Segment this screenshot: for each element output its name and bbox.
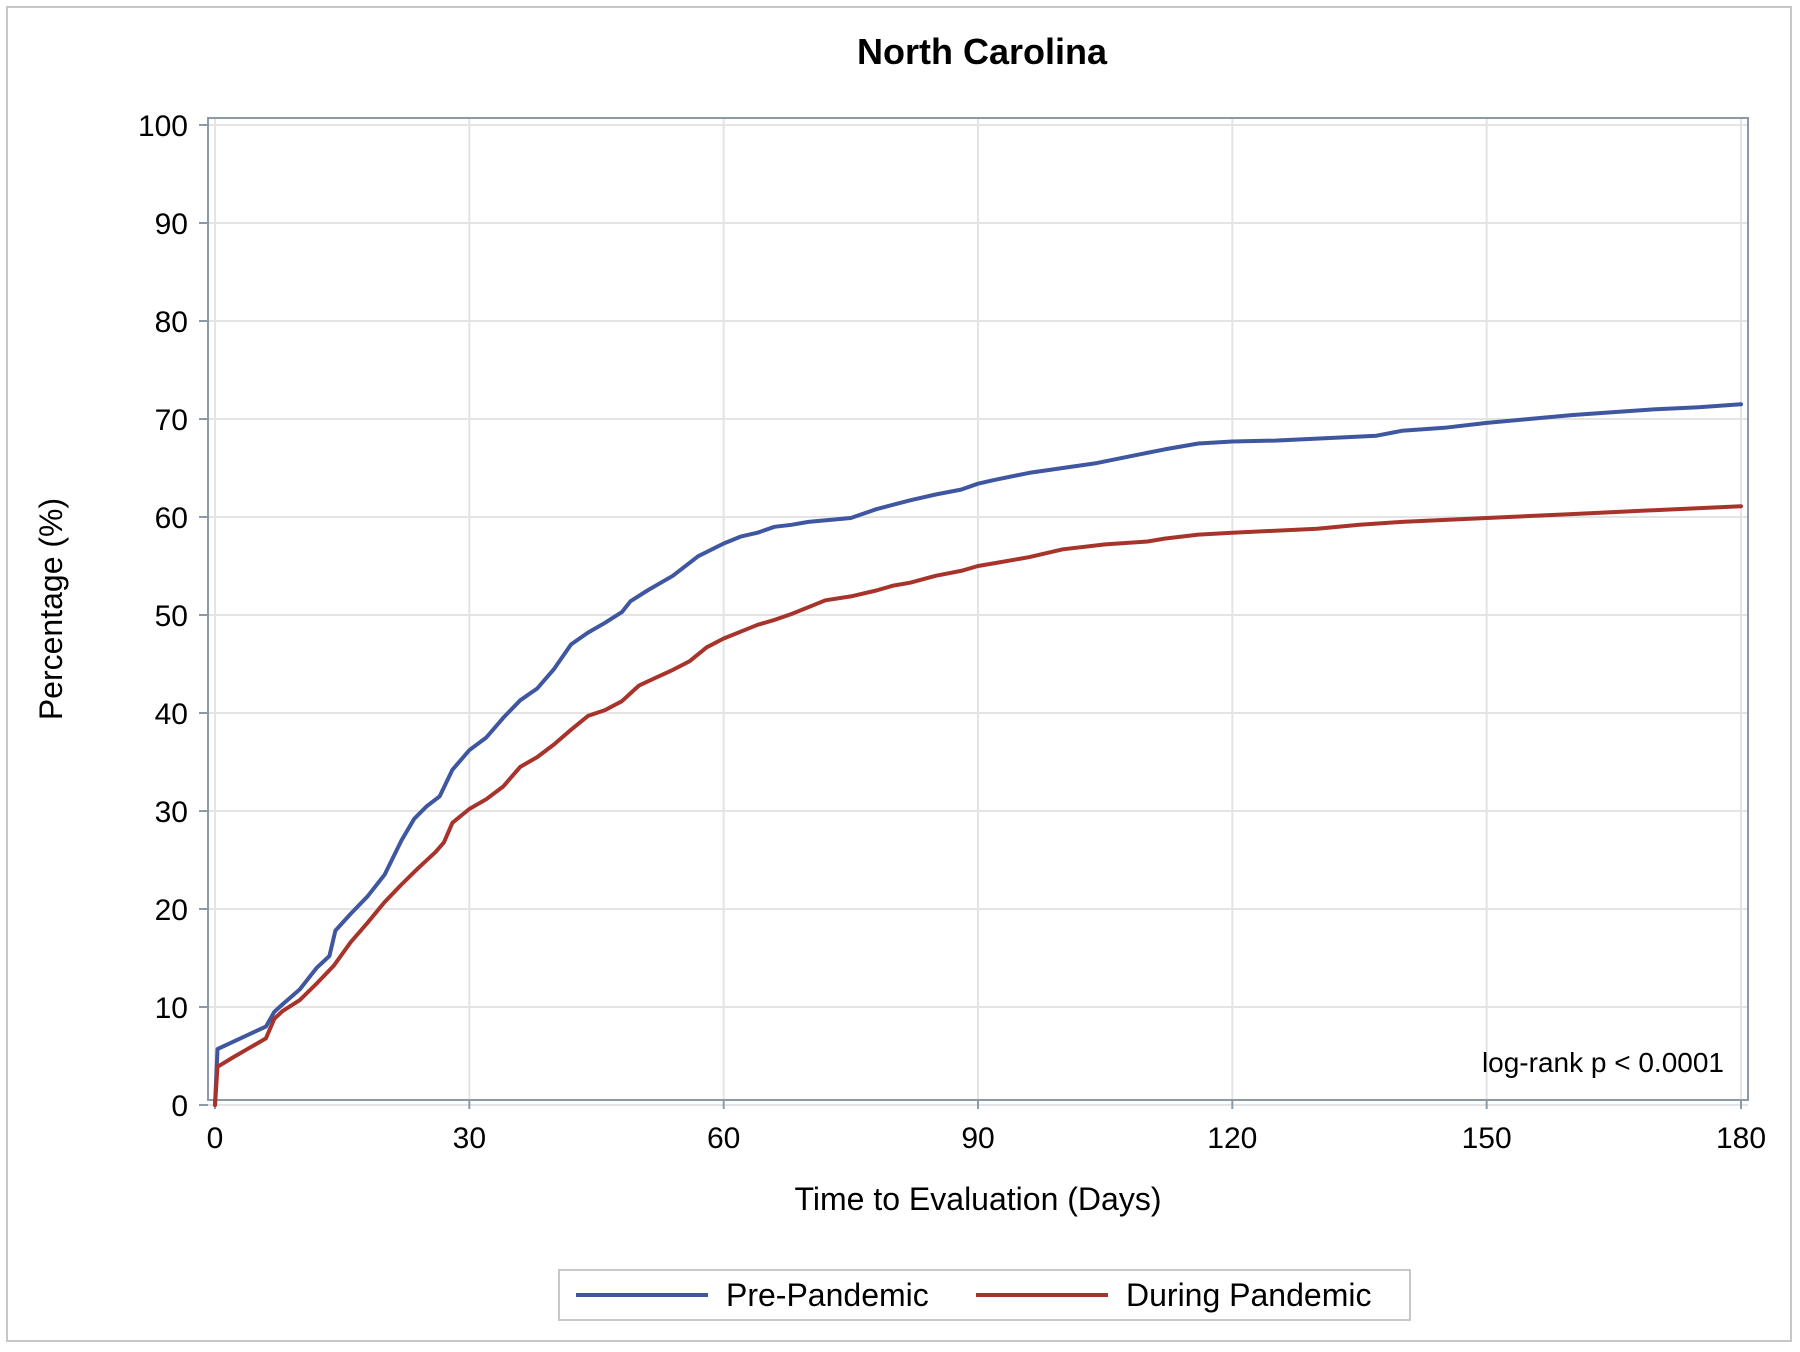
x-axis-ticks: 0 30 60 90 120 150 180 xyxy=(207,1100,1766,1155)
legend-label-pre-pandemic: Pre-Pandemic xyxy=(726,1277,929,1313)
x-tick-label: 150 xyxy=(1462,1122,1512,1155)
y-axis-label: Percentage (%) xyxy=(33,498,69,720)
x-tick-label: 60 xyxy=(707,1122,740,1155)
x-tick-label: 90 xyxy=(961,1122,994,1155)
chart-title: North Carolina xyxy=(857,31,1108,72)
x-axis-label: Time to Evaluation (Days) xyxy=(795,1181,1162,1217)
grid-lines xyxy=(208,118,1748,1106)
y-tick-label: 50 xyxy=(155,600,188,633)
series-lines xyxy=(213,402,1743,1107)
legend: Pre-Pandemic During Pandemic xyxy=(558,1269,1411,1321)
y-tick-label: 100 xyxy=(138,110,188,143)
series-line-pre-pandemic xyxy=(213,402,1743,1107)
annotation-logrank: log-rank p < 0.0001 xyxy=(1482,1047,1724,1078)
y-tick-label: 10 xyxy=(155,992,188,1025)
y-tick-label: 60 xyxy=(155,502,188,535)
y-tick-label: 90 xyxy=(155,208,188,241)
y-tick-label: 30 xyxy=(155,796,188,829)
legend-label-during-pandemic: During Pandemic xyxy=(1126,1277,1371,1313)
x-tick-label: 180 xyxy=(1716,1122,1766,1155)
y-tick-label: 80 xyxy=(155,306,188,339)
x-tick-label: 30 xyxy=(453,1122,486,1155)
y-tick-label: 20 xyxy=(155,894,188,927)
x-tick-label: 0 xyxy=(207,1122,224,1155)
y-tick-label: 40 xyxy=(155,698,188,731)
y-axis-ticks: 0 10 20 30 40 50 60 70 80 90 100 xyxy=(138,110,208,1123)
chart-svg: North Carolina 0 10 20 30 40 50 60 70 80 90 100 0 3… xyxy=(33,31,1766,1321)
chart-frame: North Carolina 0 10 20 30 40 50 60 70 80 90 100 0 3… xyxy=(6,6,1792,1342)
x-tick-label: 120 xyxy=(1207,1122,1257,1155)
y-tick-label: 0 xyxy=(171,1090,188,1123)
y-tick-label: 70 xyxy=(155,404,188,437)
series-line-during-pandemic xyxy=(213,504,1743,1107)
